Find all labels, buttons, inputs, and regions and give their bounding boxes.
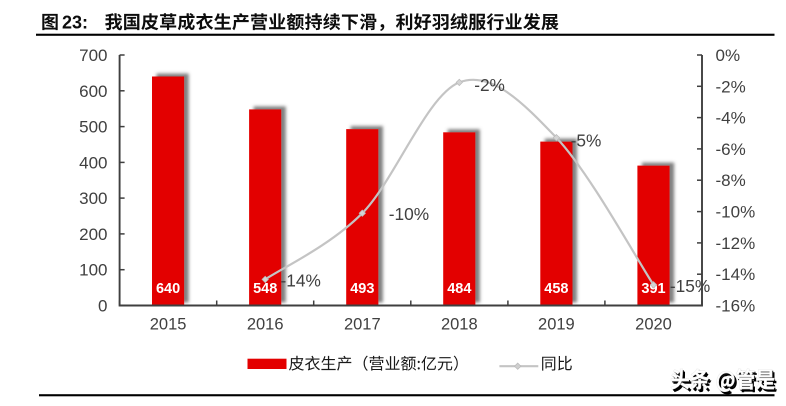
svg-text:-2%: -2% (474, 75, 505, 95)
svg-text:0: 0 (98, 297, 107, 316)
svg-text:100: 100 (79, 261, 107, 280)
svg-text:200: 200 (79, 225, 107, 244)
svg-text:-4%: -4% (716, 109, 746, 128)
svg-text:-14%: -14% (716, 265, 756, 284)
svg-text:391: 391 (641, 281, 665, 297)
svg-text:-15%: -15% (670, 276, 710, 296)
svg-text:400: 400 (79, 153, 107, 172)
svg-text:300: 300 (79, 189, 107, 208)
svg-text:2016: 2016 (247, 316, 284, 334)
svg-text:600: 600 (79, 82, 107, 101)
svg-text:-10%: -10% (716, 203, 756, 222)
svg-text:-12%: -12% (716, 234, 756, 253)
svg-text:-2%: -2% (716, 77, 746, 96)
svg-text:2018: 2018 (441, 316, 478, 334)
svg-text:484: 484 (447, 281, 471, 297)
svg-text:-10%: -10% (389, 204, 429, 224)
svg-text:500: 500 (79, 118, 107, 137)
svg-text:-6%: -6% (716, 140, 746, 159)
svg-text:0%: 0% (716, 46, 741, 65)
svg-text:2017: 2017 (344, 316, 381, 334)
svg-text:-5%: -5% (571, 131, 602, 151)
svg-text:-8%: -8% (716, 171, 746, 190)
svg-text:458: 458 (544, 281, 568, 297)
svg-text:640: 640 (156, 281, 180, 297)
svg-text:2015: 2015 (150, 316, 187, 334)
svg-text:2020: 2020 (635, 316, 672, 334)
svg-text:-16%: -16% (716, 297, 756, 316)
svg-text:548: 548 (253, 281, 277, 297)
svg-text:2019: 2019 (538, 316, 575, 334)
svg-text:700: 700 (79, 46, 107, 65)
svg-text:-14%: -14% (281, 271, 321, 291)
svg-text:23:: 23: (62, 13, 88, 33)
svg-text:493: 493 (350, 281, 374, 297)
